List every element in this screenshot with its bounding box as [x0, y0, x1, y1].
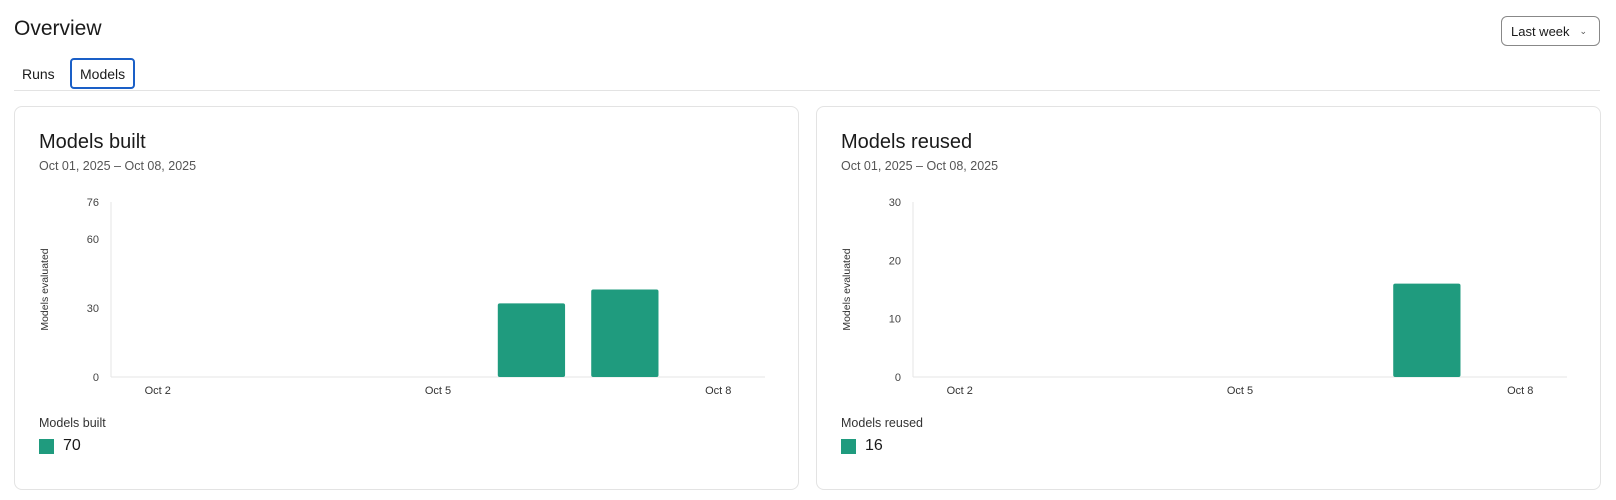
bar-oct-7 [1393, 283, 1461, 377]
bar-oct-6 [497, 303, 566, 377]
y-tick-label: 30 [889, 197, 901, 209]
y-tick-label: 0 [895, 372, 901, 384]
page-title: Overview [14, 17, 102, 40]
date-range-value: Last week [1511, 23, 1570, 39]
card-date-range: Oct 01, 2025 – Oct 08, 2025 [39, 159, 197, 173]
card-date-range: Oct 01, 2025 – Oct 08, 2025 [841, 159, 999, 173]
y-tick-label: 60 [87, 234, 99, 246]
card-title: Models built [39, 131, 146, 153]
x-tick-label: Oct 2 [947, 385, 973, 397]
models-built-chart: 0 30 60 76 Models evaluated Oct 2 Oct 5 Oct 8 [39, 197, 765, 397]
legend-swatch [39, 439, 54, 454]
x-tick-label: Oct 2 [145, 385, 171, 397]
y-axis-label: Models evaluated [39, 248, 51, 330]
x-tick-label: Oct 8 [705, 385, 731, 397]
y-tick-label: 76 [87, 197, 99, 209]
date-range-select[interactable]: Last week ⌄ [1501, 16, 1600, 46]
tab-models[interactable]: Models [70, 58, 136, 89]
y-tick-label: 30 [87, 303, 99, 315]
y-tick-label: 10 [889, 314, 901, 326]
tab-runs[interactable]: Runs [22, 65, 55, 82]
card-title: Models reused [841, 131, 973, 153]
tab-bar: Runs Models [14, 58, 1600, 91]
y-tick-label: 20 [889, 255, 901, 267]
y-tick-label: 0 [93, 372, 99, 384]
legend-swatch [841, 439, 856, 454]
legend-label: Models reused [841, 416, 923, 430]
models-reused-card: Models reused Oct 01, 2025 – Oct 08, 202… [816, 106, 1601, 490]
chevron-down-icon: ⌄ [1579, 25, 1588, 36]
legend-total: 70 [63, 437, 81, 454]
legend-total: 16 [865, 437, 883, 454]
models-reused-chart: 0 10 20 30 Models evaluated Oct 2 Oct 5 Oct 8 [841, 197, 1567, 397]
x-tick-label: Oct 5 [1227, 385, 1253, 397]
legend-label: Models built [39, 416, 106, 430]
models-built-card: Models built Oct 01, 2025 – Oct 08, 2025… [14, 106, 799, 490]
x-tick-label: Oct 5 [425, 385, 451, 397]
x-tick-label: Oct 8 [1507, 385, 1533, 397]
y-axis-label: Models evaluated [841, 248, 853, 330]
bar-oct-7 [591, 289, 659, 377]
